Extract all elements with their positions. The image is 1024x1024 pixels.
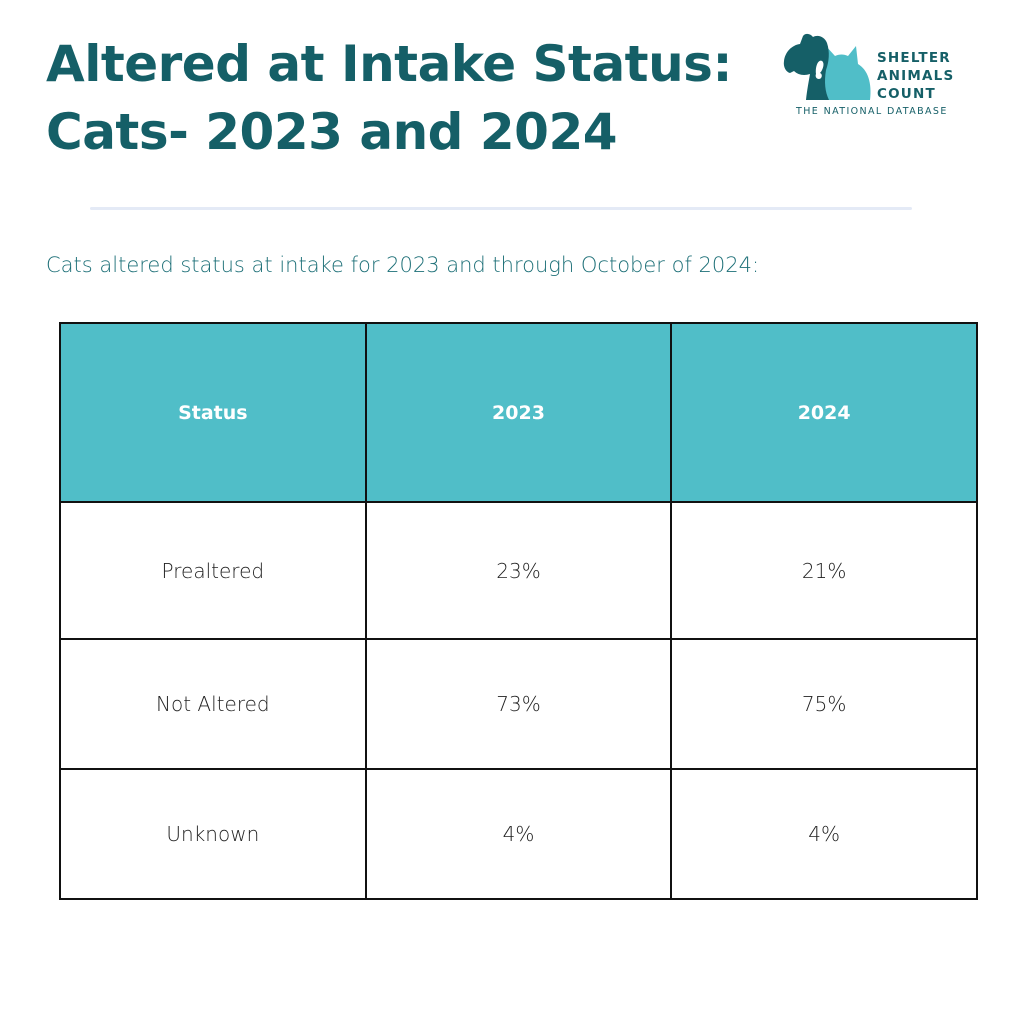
cell-2023: 23% xyxy=(364,501,673,640)
table-row-unknown: Unknown 4% 4% xyxy=(59,768,978,900)
logo-word-animals: ANIMALS xyxy=(877,68,955,84)
altered-status-table: Status 2023 2024 Prealtered 23% 21% Not … xyxy=(59,322,978,900)
title-line-2: Cats- 2023 and 2024 xyxy=(46,103,618,161)
cell-2024: 75% xyxy=(670,638,978,770)
column-header-2023: 2023 xyxy=(364,322,673,503)
cell-status: Not Altered xyxy=(59,638,367,770)
dog-silhouette xyxy=(783,33,829,101)
table-header-row: Status 2023 2024 xyxy=(59,322,978,503)
table-row-not-altered: Not Altered 73% 75% xyxy=(59,638,978,770)
logo-word-count: COUNT xyxy=(877,86,936,102)
table-description: Cats altered status at intake for 2023 a… xyxy=(46,253,760,277)
column-header-2024: 2024 xyxy=(670,322,978,503)
ear-highlight xyxy=(815,60,824,79)
cell-2024: 4% xyxy=(670,768,978,900)
title-line-1: Altered at Intake Status: xyxy=(46,35,732,93)
cell-status: Prealtered xyxy=(59,501,367,640)
cat-silhouette xyxy=(819,45,871,100)
shelter-animals-count-logo: SHELTER ANIMALS COUNT THE NATIONAL DATAB… xyxy=(782,30,982,122)
logo-wordmark: SHELTER ANIMALS COUNT xyxy=(877,49,954,103)
cell-2023: 73% xyxy=(364,638,673,770)
logo-tagline: THE NATIONAL DATABASE xyxy=(796,106,948,117)
cell-2023: 4% xyxy=(364,768,673,900)
page-title: Altered at Intake Status: Cats- 2023 and… xyxy=(46,30,766,166)
dog-and-cat-logo-icon xyxy=(783,33,871,101)
cell-status: Unknown xyxy=(59,768,367,900)
logo-word-shelter: SHELTER xyxy=(877,50,951,66)
header-divider xyxy=(90,207,912,210)
column-header-status: Status xyxy=(59,322,367,503)
cell-2024: 21% xyxy=(670,501,978,640)
table-row-prealtered: Prealtered 23% 21% xyxy=(59,501,978,640)
